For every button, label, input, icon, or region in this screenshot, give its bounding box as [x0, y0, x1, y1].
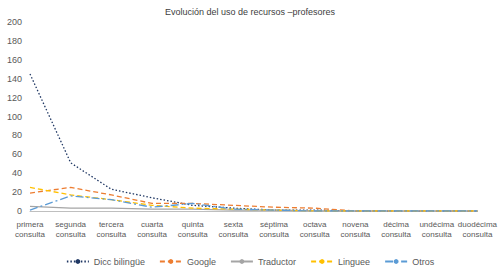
svg-text:100: 100 — [7, 112, 22, 122]
svg-text:Otros: Otros — [412, 257, 435, 267]
svg-text:Linguee: Linguee — [338, 257, 370, 267]
svg-text:Evolución del uso de recursos: Evolución del uso de recursos –profesore… — [165, 7, 336, 17]
svg-text:consulta: consulta — [15, 230, 45, 239]
svg-text:120: 120 — [7, 93, 22, 103]
svg-text:duodécima: duodécima — [458, 220, 498, 229]
svg-text:décima: décima — [383, 220, 409, 229]
svg-text:0: 0 — [17, 206, 22, 216]
svg-text:quinta: quinta — [182, 220, 204, 229]
svg-text:consulta: consulta — [96, 230, 126, 239]
svg-text:consulta: consulta — [381, 230, 411, 239]
svg-text:Dicc bilingüe: Dicc bilingüe — [94, 257, 145, 267]
svg-text:Traductor: Traductor — [258, 257, 296, 267]
svg-text:20: 20 — [12, 187, 22, 197]
svg-text:consulta: consulta — [218, 230, 248, 239]
svg-text:cuarta: cuarta — [141, 220, 164, 229]
svg-text:consulta: consulta — [300, 230, 330, 239]
svg-text:consulta: consulta — [341, 230, 371, 239]
svg-text:consulta: consulta — [137, 230, 167, 239]
svg-text:consulta: consulta — [422, 230, 452, 239]
svg-text:séptima: séptima — [260, 220, 289, 229]
svg-text:tercera: tercera — [99, 220, 124, 229]
svg-text:octava: octava — [303, 220, 327, 229]
svg-text:primera: primera — [16, 220, 44, 229]
svg-text:160: 160 — [7, 55, 22, 65]
svg-text:40: 40 — [12, 168, 22, 178]
svg-text:consulta: consulta — [56, 230, 86, 239]
svg-text:consulta: consulta — [178, 230, 208, 239]
svg-text:segunda: segunda — [55, 220, 86, 229]
svg-text:sexta: sexta — [224, 220, 244, 229]
svg-text:consulta: consulta — [259, 230, 289, 239]
svg-text:80: 80 — [12, 130, 22, 140]
svg-text:Google: Google — [187, 257, 216, 267]
svg-text:60: 60 — [12, 149, 22, 159]
svg-text:undécima: undécima — [419, 220, 454, 229]
svg-text:novena: novena — [342, 220, 369, 229]
svg-text:140: 140 — [7, 74, 22, 84]
svg-text:200: 200 — [7, 17, 22, 27]
svg-text:180: 180 — [7, 36, 22, 46]
svg-text:consulta: consulta — [463, 230, 493, 239]
